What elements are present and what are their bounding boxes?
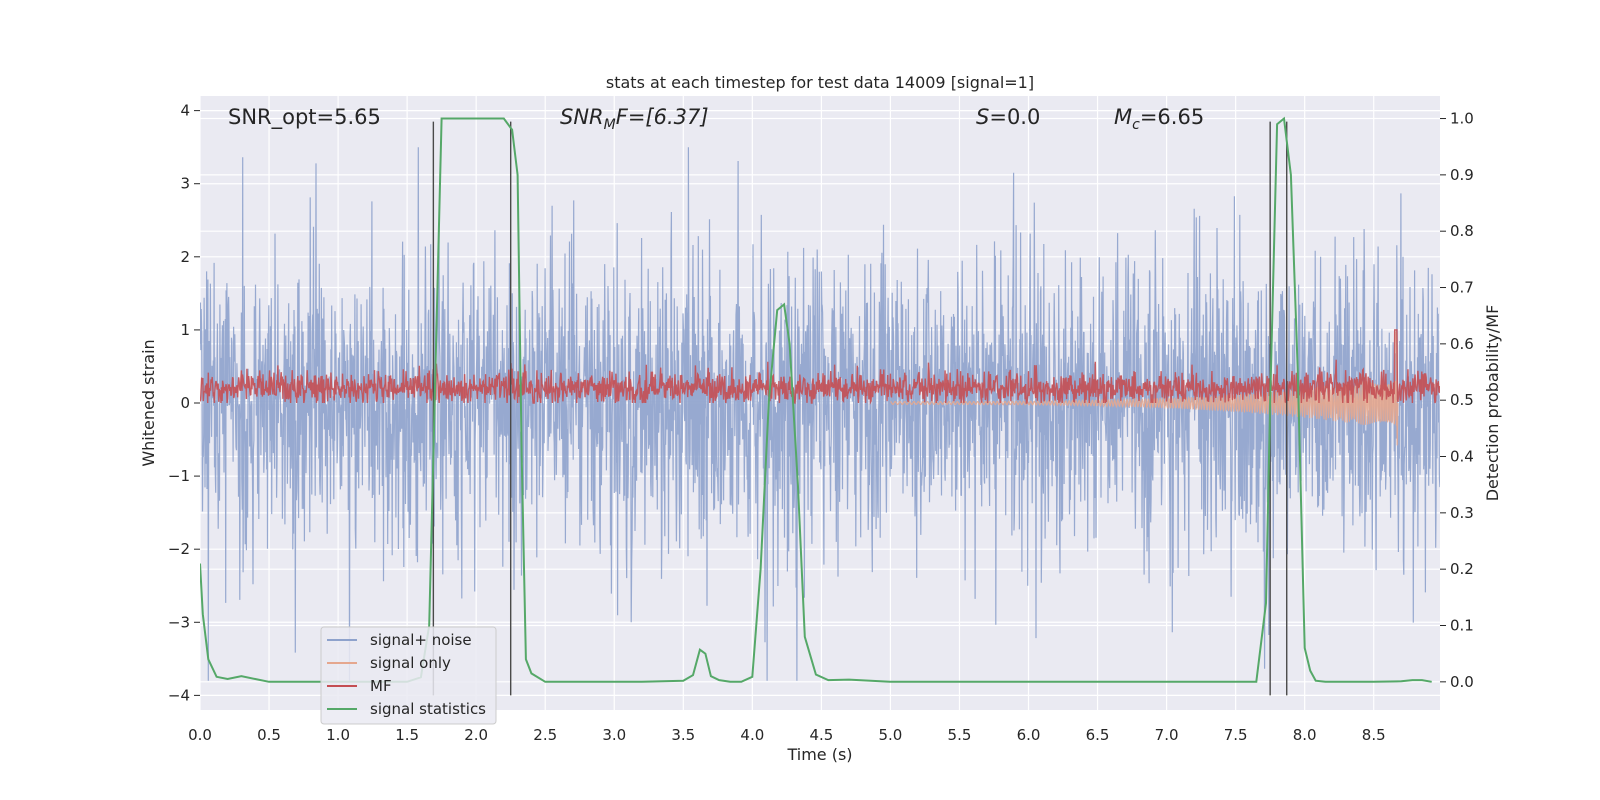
annotation-snr-opt: SNR_opt=5.65 (228, 105, 381, 130)
x-tick-label: 3.5 (671, 726, 695, 744)
y-axis-label: Whitened strain (139, 339, 158, 466)
y2-tick-label: 0.9 (1450, 166, 1474, 184)
annotation-mc-rest: =6.65 (1140, 105, 1204, 129)
legend-item: signal+ noise (327, 631, 472, 649)
series-signal-only (890, 331, 1399, 446)
annotation-snr-mf-rest: F=[6.37] (616, 105, 709, 129)
y2-axis-ticks: 0.0 0.1 0.2 0.3 0.4 0.5 0.6 0.7 0.8 0.9 1.0 (1440, 110, 1474, 691)
x-tick-label: 8.0 (1293, 726, 1317, 744)
x-tick-label: 3.0 (602, 726, 626, 744)
x-tick-label: 0.5 (257, 726, 281, 744)
legend-box (320, 626, 497, 725)
chart-title: stats at each timestep for test data 140… (606, 73, 1034, 92)
y-tick-label: −2 (168, 540, 190, 558)
x-tick-label: 2.0 (464, 726, 488, 744)
y2-tick-label: 0.5 (1450, 391, 1474, 409)
y2-tick-label: 0.2 (1450, 560, 1474, 578)
y-axis-ticks: −4 −3 −2 −1 0 1 2 3 4 (168, 102, 200, 704)
y2-tick-label: 0.3 (1450, 504, 1474, 522)
y2-tick-label: 0.7 (1450, 279, 1474, 297)
legend-label-signal-only: signal only (370, 654, 451, 672)
legend-item: signal statistics (327, 700, 486, 718)
y2-tick-label: 0.4 (1450, 448, 1474, 466)
y-tick-label: 1 (180, 321, 190, 339)
x-axis-label: Time (s) (786, 745, 852, 764)
x-tick-label: 8.5 (1362, 726, 1386, 744)
y2-tick-label: 0.1 (1450, 617, 1474, 635)
x-tick-label: 7.0 (1155, 726, 1179, 744)
legend-item: signal only (327, 654, 451, 672)
annotation-mc-sub: c (1132, 117, 1140, 133)
legend-label-signal-statistics: signal statistics (370, 700, 486, 718)
legend-label-mf: MF (370, 677, 392, 695)
x-tick-label: 5.5 (948, 726, 972, 744)
y-tick-label: 2 (180, 248, 190, 266)
x-tick-label: 6.0 (1017, 726, 1041, 744)
y2-axis-label: Detection probability/MF (1483, 305, 1502, 502)
annotation-snr-mf-main: SNR (560, 105, 604, 129)
annotation-snr-mf: SNRMF=[6.37] (560, 105, 709, 133)
annotation-mc-main: M (1114, 105, 1132, 129)
y2-tick-label: 1.0 (1450, 110, 1474, 128)
x-tick-label: 1.0 (326, 726, 350, 744)
x-tick-label: 7.5 (1224, 726, 1248, 744)
x-tick-label: 5.0 (878, 726, 902, 744)
y-tick-label: −4 (168, 686, 190, 704)
y-tick-label: 0 (180, 394, 190, 412)
y2-tick-label: 0.0 (1450, 673, 1474, 691)
x-tick-label: 2.5 (533, 726, 557, 744)
x-tick-label: 0.0 (188, 726, 212, 744)
x-tick-label: 1.5 (395, 726, 419, 744)
series-mf (200, 329, 1440, 405)
signal-only-trace (890, 331, 1399, 446)
annotation-s-rest: =0.0 (989, 105, 1040, 129)
annotation-s: S=0.0 (976, 105, 1040, 129)
legend-item: MF (327, 677, 392, 695)
legend-label-noise: signal+ noise (370, 631, 472, 649)
y-tick-label: 3 (180, 175, 190, 193)
x-tick-label: 6.5 (1086, 726, 1110, 744)
x-tick-label: 4.0 (740, 726, 764, 744)
x-axis-ticks: 0.0 0.5 1.0 1.5 2.0 2.5 3.0 3.5 4.0 4.5 5.0 5.5 6.0 6… (188, 726, 1386, 744)
y2-tick-label: 0.6 (1450, 335, 1474, 353)
y-tick-label: −3 (168, 613, 190, 631)
legend: signal+ noise signal only MF signal stat… (320, 626, 497, 725)
x-tick-label: 4.5 (809, 726, 833, 744)
mf-trace (200, 329, 1440, 405)
annotation-snr-mf-sub: M (604, 117, 616, 133)
y-tick-label: −1 (168, 467, 190, 485)
annotation-mc: Mc=6.65 (1114, 105, 1204, 133)
y2-tick-label: 0.8 (1450, 222, 1474, 240)
y-tick-label: 4 (180, 102, 190, 120)
annotation-s-main: S (976, 105, 989, 129)
